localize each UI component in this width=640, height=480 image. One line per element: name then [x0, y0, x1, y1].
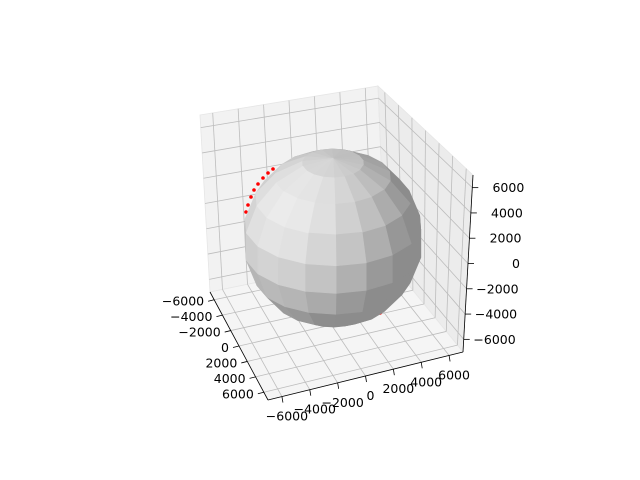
x-tick	[241, 361, 248, 364]
tick-marks	[208, 187, 479, 403]
sphere-facet	[305, 263, 337, 294]
x-tick-label: −4000	[170, 309, 212, 324]
y-tick-label: 6000	[438, 367, 470, 382]
x-tick	[224, 330, 231, 333]
z-tick-label: 2000	[490, 231, 522, 246]
y-tick-label: −6000	[266, 409, 308, 424]
sphere-facet	[335, 262, 367, 294]
y-tick-label: 2000	[382, 381, 414, 396]
trajectory-point	[244, 210, 248, 214]
x-tick	[232, 345, 240, 348]
sphere-surface	[244, 148, 422, 328]
x-tick	[257, 391, 264, 395]
y-tick	[392, 369, 395, 376]
y-tick	[309, 389, 312, 396]
z-tick-label: −4000	[475, 307, 517, 322]
y-gridline-floor	[222, 289, 283, 397]
sphere-facet	[305, 291, 337, 315]
z-gridline	[203, 146, 470, 239]
y-tick	[365, 375, 367, 383]
z-gridline	[200, 97, 473, 188]
x-tick-label: 4000	[214, 371, 246, 386]
x-tick-label: 0	[221, 340, 229, 355]
y-tick-label: 4000	[410, 374, 442, 389]
x-tick-label: −6000	[162, 294, 204, 309]
z-tick-label: −2000	[476, 281, 518, 296]
trajectory-point	[271, 167, 275, 171]
x-tick-label: 2000	[205, 355, 237, 370]
sphere-facet	[335, 231, 367, 267]
z-tick-label: −6000	[473, 332, 515, 347]
trajectory-point	[246, 203, 250, 207]
z-tick-label: 4000	[491, 205, 523, 220]
trajectory-point	[261, 176, 265, 180]
x-tick-label: −2000	[178, 325, 220, 340]
y-tick-label: 0	[367, 388, 375, 403]
trajectory-point	[249, 195, 253, 199]
x-tick-label: 6000	[222, 386, 254, 401]
sphere-facet	[305, 232, 337, 267]
y-tick	[448, 355, 451, 362]
trajectory-point	[266, 171, 270, 175]
y-gridline-floor	[247, 284, 311, 390]
x-tick	[208, 299, 215, 302]
y-tick	[337, 382, 340, 389]
z-gridline	[202, 121, 472, 214]
z-tick-label: 6000	[492, 180, 524, 195]
y-tick-label: −4000	[294, 402, 336, 417]
x-tick	[249, 376, 256, 379]
y-tick-label: −2000	[321, 395, 363, 410]
y-tick	[281, 396, 284, 403]
trajectory-point	[252, 188, 256, 192]
z-tick-label: 0	[512, 256, 520, 271]
trajectory-point	[256, 182, 260, 186]
z-tick-labels: −6000 −4000 −2000 0 2000 4000 6000	[473, 180, 524, 347]
x-tick	[216, 314, 223, 318]
y-tick	[420, 362, 423, 369]
sphere-facet	[335, 290, 367, 315]
